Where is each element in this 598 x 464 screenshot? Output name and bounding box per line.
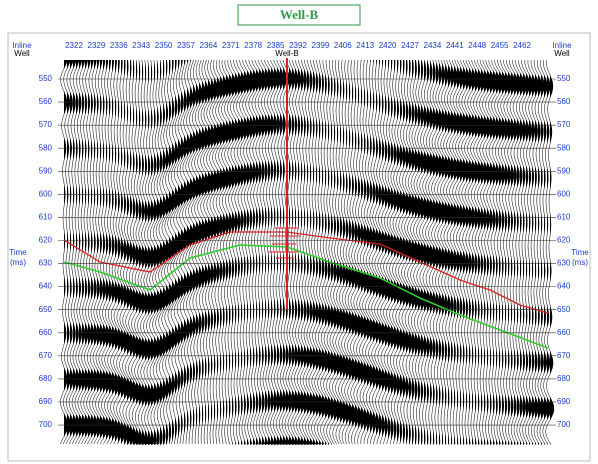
time-unit: (ms) — [572, 258, 588, 267]
wiggle — [225, 60, 234, 444]
time-unit: (ms) — [10, 258, 26, 267]
wiggle-fill — [550, 60, 554, 445]
wiggle — [330, 60, 339, 444]
inline-label: 2399 — [312, 41, 330, 50]
time-tick-label: 670 — [557, 351, 571, 360]
well-label: Well — [14, 49, 30, 58]
time-tick-label: 630 — [39, 259, 53, 268]
inline-label: 2462 — [513, 41, 531, 50]
time-tick-label: 580 — [39, 143, 53, 152]
wiggle — [513, 60, 522, 444]
wiggle — [354, 60, 363, 444]
time-title: Time — [9, 248, 27, 257]
time-tick-label: 660 — [39, 328, 53, 337]
inline-label: 2448 — [468, 41, 486, 50]
time-tick-label: 640 — [557, 282, 571, 291]
wiggle-fill — [310, 60, 314, 445]
time-tick-label: 700 — [557, 420, 571, 429]
inline-label: 2357 — [177, 41, 195, 50]
wiggle — [516, 60, 525, 444]
time-tick-label: 680 — [557, 374, 571, 383]
inline-label: 2420 — [379, 41, 397, 50]
wiggle-fill — [322, 60, 327, 445]
time-tick-label: 570 — [557, 120, 571, 129]
time-tick-label: 690 — [557, 397, 571, 406]
wiggle-fill — [325, 60, 330, 445]
wiggle — [546, 60, 554, 444]
time-tick-label: 600 — [39, 189, 53, 198]
wiggle — [222, 60, 231, 444]
time-tick-label: 610 — [557, 213, 571, 222]
time-tick-label: 630 — [557, 259, 571, 268]
inline-label: 2343 — [132, 41, 150, 50]
title: Well-B — [280, 7, 319, 22]
time-tick-label: 550 — [39, 74, 53, 83]
inline-label: 2336 — [110, 41, 128, 50]
well-name: Well-B — [275, 49, 298, 58]
time-tick-label: 600 — [557, 189, 571, 198]
time-tick-label: 640 — [39, 282, 53, 291]
wiggle — [228, 60, 237, 444]
inline-label: 2371 — [222, 41, 240, 50]
time-tick-label: 700 — [39, 420, 53, 429]
wiggle — [198, 60, 207, 444]
inline-label: 2392 — [289, 41, 307, 50]
wiggle — [216, 60, 225, 444]
time-tick-label: 620 — [557, 236, 571, 245]
time-tick-label: 690 — [39, 397, 53, 406]
inline-label: 2322 — [65, 41, 83, 50]
time-tick-label: 610 — [39, 213, 53, 222]
time-tick-label: 550 — [557, 74, 571, 83]
well-label: Well — [554, 49, 570, 58]
time-tick-label: 580 — [557, 143, 571, 152]
wiggle-fill — [187, 60, 191, 445]
wiggle-fill — [517, 60, 521, 445]
time-tick-label: 560 — [39, 97, 53, 106]
inline-label: 2434 — [424, 41, 442, 50]
time-tick-label: 650 — [39, 305, 53, 314]
wiggle — [522, 60, 530, 444]
inline-label: 2364 — [200, 41, 218, 50]
time-tick-label: 560 — [557, 97, 571, 106]
seismic-section — [60, 60, 554, 445]
time-title: Time — [571, 248, 589, 257]
time-tick-label: 680 — [39, 374, 53, 383]
time-tick-label: 620 — [39, 236, 53, 245]
time-tick-label: 660 — [557, 328, 571, 337]
inline-label: 2378 — [244, 41, 262, 50]
page: Well-B Inline Well Inline Well Well-B Ti… — [0, 0, 598, 464]
time-tick-label: 590 — [39, 166, 53, 175]
inline-label: 2329 — [88, 41, 106, 50]
inline-label: 2350 — [155, 41, 173, 50]
time-tick-label: 650 — [557, 305, 571, 314]
wiggle — [195, 60, 204, 444]
wiggle-fill — [520, 60, 524, 445]
inline-label: 2427 — [401, 41, 419, 50]
inline-label: 2385 — [267, 41, 285, 50]
time-tick-label: 570 — [39, 120, 53, 129]
inline-label: 2455 — [491, 41, 509, 50]
time-tick-label: 670 — [39, 351, 53, 360]
wiggle — [219, 60, 228, 444]
time-tick-label: 590 — [557, 166, 571, 175]
inline-label: 2413 — [356, 41, 374, 50]
inline-label: 2406 — [334, 41, 352, 50]
inline-label: 2441 — [446, 41, 464, 50]
wiggle — [519, 60, 527, 444]
